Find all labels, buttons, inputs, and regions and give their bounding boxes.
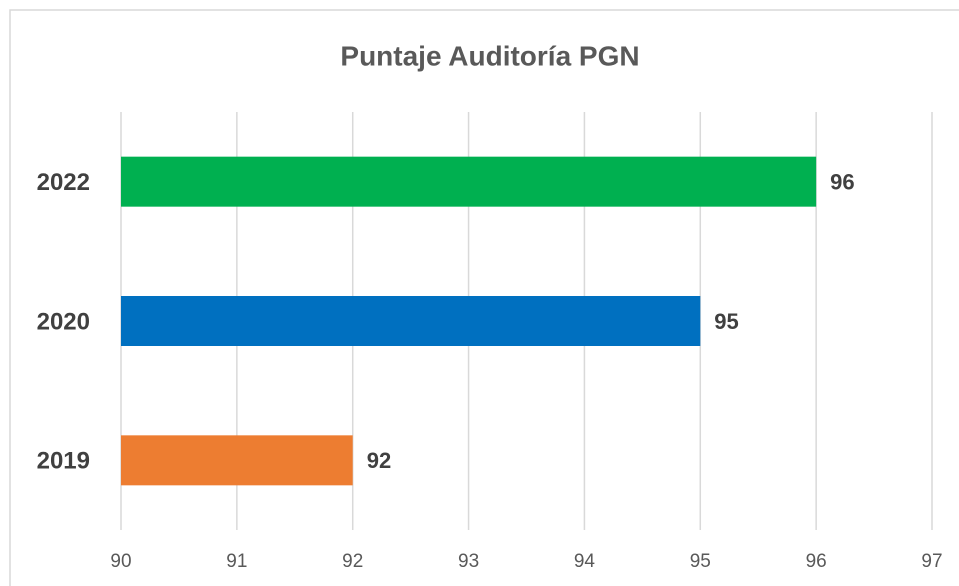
chart-title: Puntaje Auditoría PGN bbox=[340, 40, 639, 71]
bar bbox=[121, 156, 817, 207]
bar bbox=[121, 435, 353, 486]
y-tick-label: 2020 bbox=[37, 308, 90, 335]
bar bbox=[121, 296, 701, 346]
x-tick-label: 90 bbox=[110, 551, 131, 572]
data-label: 96 bbox=[830, 169, 854, 194]
y-tick-label: 2019 bbox=[37, 448, 90, 475]
x-tick-label: 96 bbox=[806, 551, 827, 572]
x-tick-label: 92 bbox=[342, 551, 363, 572]
x-tick-label: 95 bbox=[690, 551, 711, 572]
data-label: 92 bbox=[367, 448, 391, 473]
x-tick-label: 91 bbox=[226, 551, 247, 572]
x-tick-label: 97 bbox=[921, 551, 942, 572]
y-tick-label: 2022 bbox=[37, 169, 90, 196]
x-tick-label: 93 bbox=[458, 551, 479, 572]
data-label: 95 bbox=[714, 309, 738, 334]
x-tick-label: 94 bbox=[574, 551, 596, 572]
